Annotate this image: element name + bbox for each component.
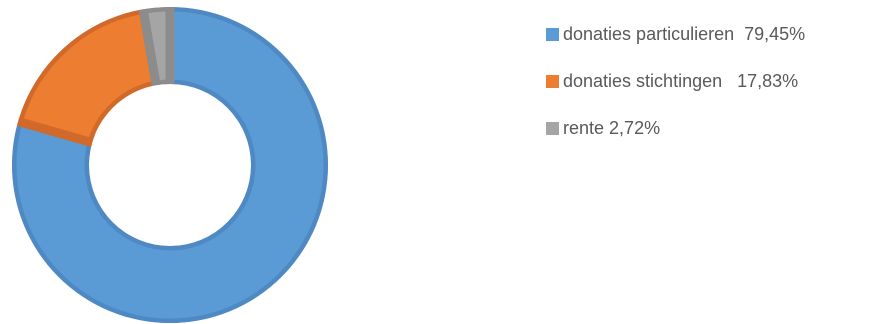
legend-value-donaties-particulieren: 79,45% [744,23,806,44]
legend-item-rente: rente 2,72% [546,116,805,140]
legend-label-donaties-stichtingen: donaties stichtingen [563,70,723,91]
donut-chart [12,7,328,323]
donut-slice-donaties-stichtingen [12,7,162,149]
chart-legend: donaties particulieren 79,45% donaties s… [546,22,805,163]
legend-swatch-rente [546,121,559,135]
legend-item-donaties-stichtingen: donaties stichtingen 17,83% [546,69,805,93]
legend-gap [734,24,744,45]
legend-swatch-donaties-stichtingen [546,74,559,88]
legend-gap [722,71,737,92]
legend-label-donaties-particulieren: donaties particulieren [563,23,735,44]
legend-value-rente: 2,72% [609,117,661,138]
legend-swatch-donaties-particulieren [546,27,559,41]
legend-label-rente: rente [563,117,605,138]
legend-item-donaties-particulieren: donaties particulieren 79,45% [546,22,805,46]
legend-value-donaties-stichtingen: 17,83% [737,70,799,91]
donut-slices [12,7,328,323]
